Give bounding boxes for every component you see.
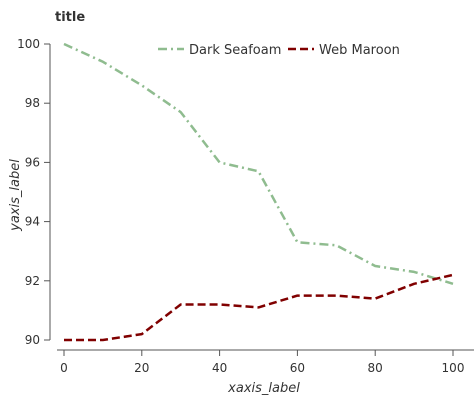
legend-label-web-maroon: Web Maroon: [319, 43, 400, 58]
y-tick-label: 94: [25, 215, 40, 229]
x-tick-label: 0: [60, 361, 68, 375]
y-tick-label: 96: [25, 155, 40, 169]
y-axis-label: yaxis_label: [8, 159, 23, 232]
y-axis-ticks: 90 92 94 96 98 100: [17, 37, 50, 347]
y-tick-label: 100: [17, 37, 40, 51]
chart-title: title: [55, 10, 85, 25]
x-tick-label: 100: [442, 361, 465, 375]
x-tick-label: 60: [290, 361, 305, 375]
legend: Dark Seafoam Web Maroon: [158, 43, 400, 58]
series-layer: [63, 42, 454, 342]
series-line-dark-seafoam: [63, 42, 454, 285]
y-tick-label: 92: [25, 274, 40, 288]
x-axis-ticks: 0 20 40 60 80 100: [60, 350, 464, 375]
y-tick-label: 90: [25, 333, 40, 347]
x-axis-label: xaxis_label: [227, 381, 300, 396]
x-tick-label: 40: [212, 361, 227, 375]
x-tick-label: 20: [134, 361, 149, 375]
legend-label-dark-seafoam: Dark Seafoam: [189, 43, 281, 58]
x-tick-label: 80: [368, 361, 383, 375]
y-tick-label: 98: [25, 96, 40, 110]
series-line-web-maroon: [64, 273, 454, 342]
